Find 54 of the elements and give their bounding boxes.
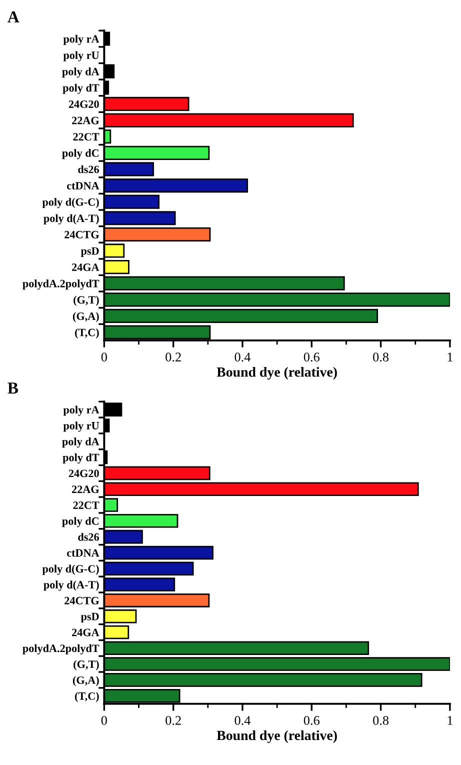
y-tick-label: (T,C) bbox=[75, 328, 99, 338]
y-tick-label: (G,A) bbox=[72, 312, 99, 322]
y-tick-label: 22CT bbox=[73, 133, 100, 141]
y-tick-label: psD bbox=[80, 612, 99, 623]
x-tick-label: 1 bbox=[448, 352, 452, 362]
y-tick-label: ctDNA bbox=[67, 182, 100, 190]
chart-title: B bbox=[8, 382, 18, 394]
y-tick-label: (G,T) bbox=[74, 296, 99, 306]
y-tick-label: (T,C) bbox=[75, 692, 99, 702]
y-tick-label: poly rU bbox=[63, 51, 100, 62]
y-tick-label: 24CTG bbox=[64, 230, 100, 238]
x-tick-label: 1 bbox=[448, 716, 452, 725]
y-tick-label: poly dA bbox=[62, 438, 100, 448]
y-tick-label: polydA.2polydT bbox=[22, 279, 100, 290]
y-tick-label: poly dC bbox=[62, 517, 98, 528]
y-tick-label: poly dT bbox=[62, 453, 100, 464]
y-tick-label: ds26 bbox=[78, 165, 99, 174]
y-tick-label: poly dT bbox=[62, 84, 100, 94]
y-tick-label: ds26 bbox=[78, 532, 99, 541]
y-tick-label: poly dA bbox=[62, 68, 100, 78]
y-tick-label: psD bbox=[80, 247, 99, 257]
x-tick-label: 0.8 bbox=[373, 716, 389, 725]
x-tick-label: 0.6 bbox=[304, 352, 320, 362]
y-tick-label: 24GA bbox=[72, 628, 100, 636]
y-tick-label: 24GA bbox=[72, 264, 100, 272]
y-tick-label: 24G20 bbox=[68, 470, 99, 478]
y-tick-label: (G,A) bbox=[72, 676, 99, 686]
y-tick-label: (G,T) bbox=[74, 660, 99, 670]
y-tick-label: poly d(A-T) bbox=[44, 580, 99, 591]
y-tick-label: 22CT bbox=[73, 502, 100, 509]
y-tick-label: 24G20 bbox=[68, 100, 99, 108]
y-tick-label: 24CTG bbox=[64, 596, 100, 604]
chart-title: A bbox=[8, 11, 20, 22]
y-tick-label: 22AG bbox=[72, 486, 100, 494]
y-tick-label: poly d(G-C) bbox=[42, 198, 99, 208]
x-tick-label: 0.2 bbox=[166, 716, 181, 725]
x-tick-label: 0.4 bbox=[234, 716, 251, 725]
y-tick-label: poly d(A-T) bbox=[44, 214, 99, 224]
x-tick-label: 0.8 bbox=[373, 352, 389, 362]
y-tick-label: poly rA bbox=[63, 34, 100, 46]
y-tick-label: poly dC bbox=[62, 149, 98, 160]
y-tick-label: poly d(G-C) bbox=[42, 564, 99, 575]
x-tick-label: 0 bbox=[101, 716, 107, 725]
y-tick-label: poly rU bbox=[63, 422, 100, 432]
y-tick-label: poly rA bbox=[63, 406, 100, 416]
x-axis-title: Bound dye (relative) bbox=[216, 730, 337, 743]
y-tick-label: ctDNA bbox=[67, 549, 100, 557]
x-tick-label: 0.6 bbox=[304, 716, 320, 725]
x-axis-title: Bound dye (relative) bbox=[216, 366, 337, 380]
y-tick-label: 22AG bbox=[72, 116, 100, 124]
x-tick-label: 0.2 bbox=[166, 352, 181, 362]
x-tick-label: 0.4 bbox=[234, 352, 251, 362]
x-tick-label: 0 bbox=[101, 352, 107, 362]
y-tick-label: polydA.2polydT bbox=[22, 644, 100, 654]
